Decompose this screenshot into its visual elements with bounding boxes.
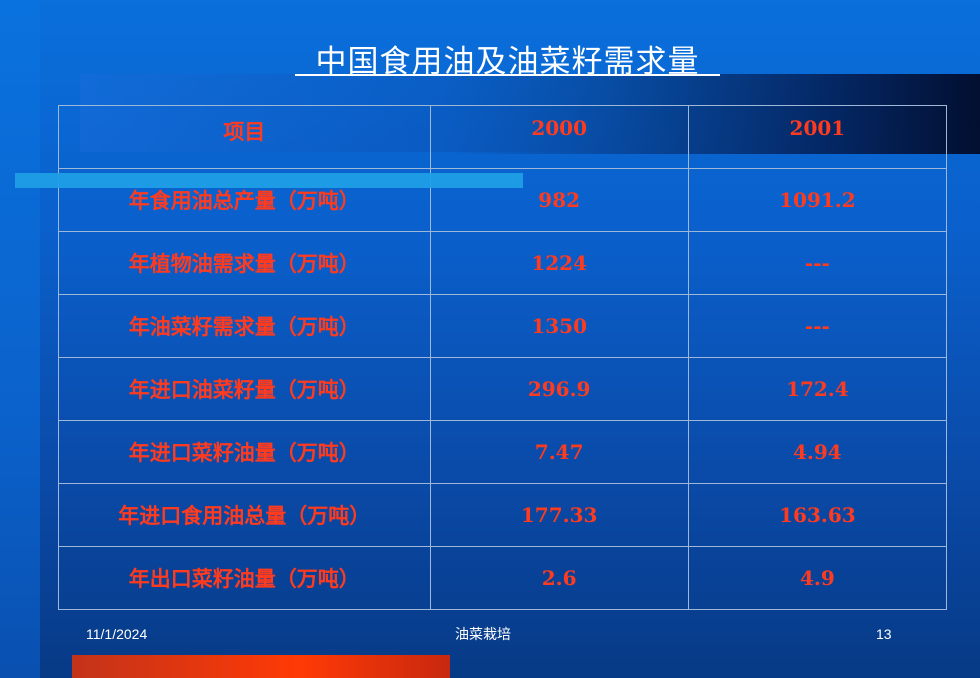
row-label: 年进口食用油总量（万吨） — [58, 483, 431, 547]
demand-table: 项目 2000 2001 年食用油总产量（万吨） 982 1091.2 年植物油… — [58, 105, 948, 610]
header-item: 项目 — [58, 105, 431, 169]
row-value-2001: 1091.2 — [687, 168, 948, 232]
row-value-2000: 177.33 — [429, 483, 689, 547]
table-row: 年进口菜籽油量（万吨） 7.47 4.94 — [58, 420, 948, 484]
table-row: 年植物油需求量（万吨） 1224 --- — [58, 231, 948, 295]
row-value-2001: 163.63 — [687, 483, 948, 547]
title-underline — [295, 74, 720, 76]
row-label: 年进口油菜籽量（万吨） — [58, 357, 431, 421]
footer-date: 11/1/2024 — [86, 626, 148, 642]
row-value-2001: 172.4 — [687, 357, 948, 421]
row-value-2000: 7.47 — [429, 420, 689, 484]
row-value-2001: 4.9 — [687, 546, 948, 610]
table-row: 年出口菜籽油量（万吨） 2.6 4.9 — [58, 546, 948, 610]
row-label: 年进口菜籽油量（万吨） — [58, 420, 431, 484]
table-row: 年油菜籽需求量（万吨） 1350 --- — [58, 294, 948, 358]
left-decor-band — [0, 0, 40, 678]
row-value-2000: 2.6 — [429, 546, 689, 610]
table-header-row: 项目 2000 2001 — [58, 105, 948, 169]
row-value-2000: 1224 — [429, 231, 689, 295]
row-label: 年植物油需求量（万吨） — [58, 231, 431, 295]
table-row: 年进口油菜籽量（万吨） 296.9 172.4 — [58, 357, 948, 421]
header-year-2001: 2001 — [687, 105, 948, 169]
row-label: 年出口菜籽油量（万吨） — [58, 546, 431, 610]
row-value-2001: --- — [687, 294, 948, 358]
row-value-2001: --- — [687, 231, 948, 295]
page-number: 13 — [876, 626, 892, 642]
header-year-2000: 2000 — [429, 105, 689, 169]
row-value-2000: 1350 — [429, 294, 689, 358]
row-value-2000: 296.9 — [429, 357, 689, 421]
row-value-2001: 4.94 — [687, 420, 948, 484]
table-row: 年进口食用油总量（万吨） 177.33 163.63 — [58, 483, 948, 547]
accent-cyan-bar — [15, 173, 523, 188]
footer-title: 油菜栽培 — [455, 627, 511, 643]
row-label: 年油菜籽需求量（万吨） — [58, 294, 431, 358]
accent-orange-bar — [72, 655, 450, 678]
